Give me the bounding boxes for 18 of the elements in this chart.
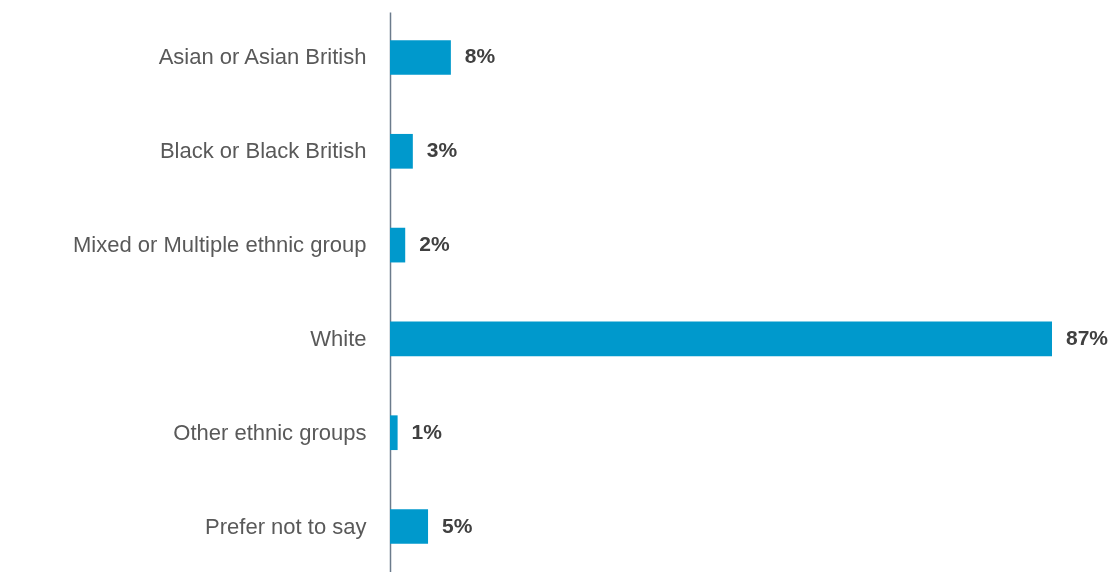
data-label: 8%	[464, 44, 496, 68]
bar	[390, 40, 451, 75]
y-tick-label: Prefer not to say	[205, 513, 367, 539]
data-label: 87%	[1066, 325, 1109, 349]
data-label: 5%	[442, 513, 473, 537]
y-tick-label: White	[310, 325, 367, 351]
bar	[390, 509, 429, 544]
y-tick-label: Asian or Asian British	[158, 44, 367, 70]
bar	[390, 133, 413, 169]
bar	[390, 415, 398, 451]
data-label: 3%	[426, 138, 458, 162]
data-label: 1%	[411, 419, 443, 443]
data-label: 2%	[419, 232, 450, 256]
y-tick-label: Mixed or Multiple ethnic group	[73, 232, 367, 258]
y-tick-label: Other ethnic groups	[173, 419, 367, 445]
bar	[390, 227, 406, 263]
bar	[390, 321, 1052, 357]
y-tick-label: Black or Black British	[159, 138, 367, 164]
